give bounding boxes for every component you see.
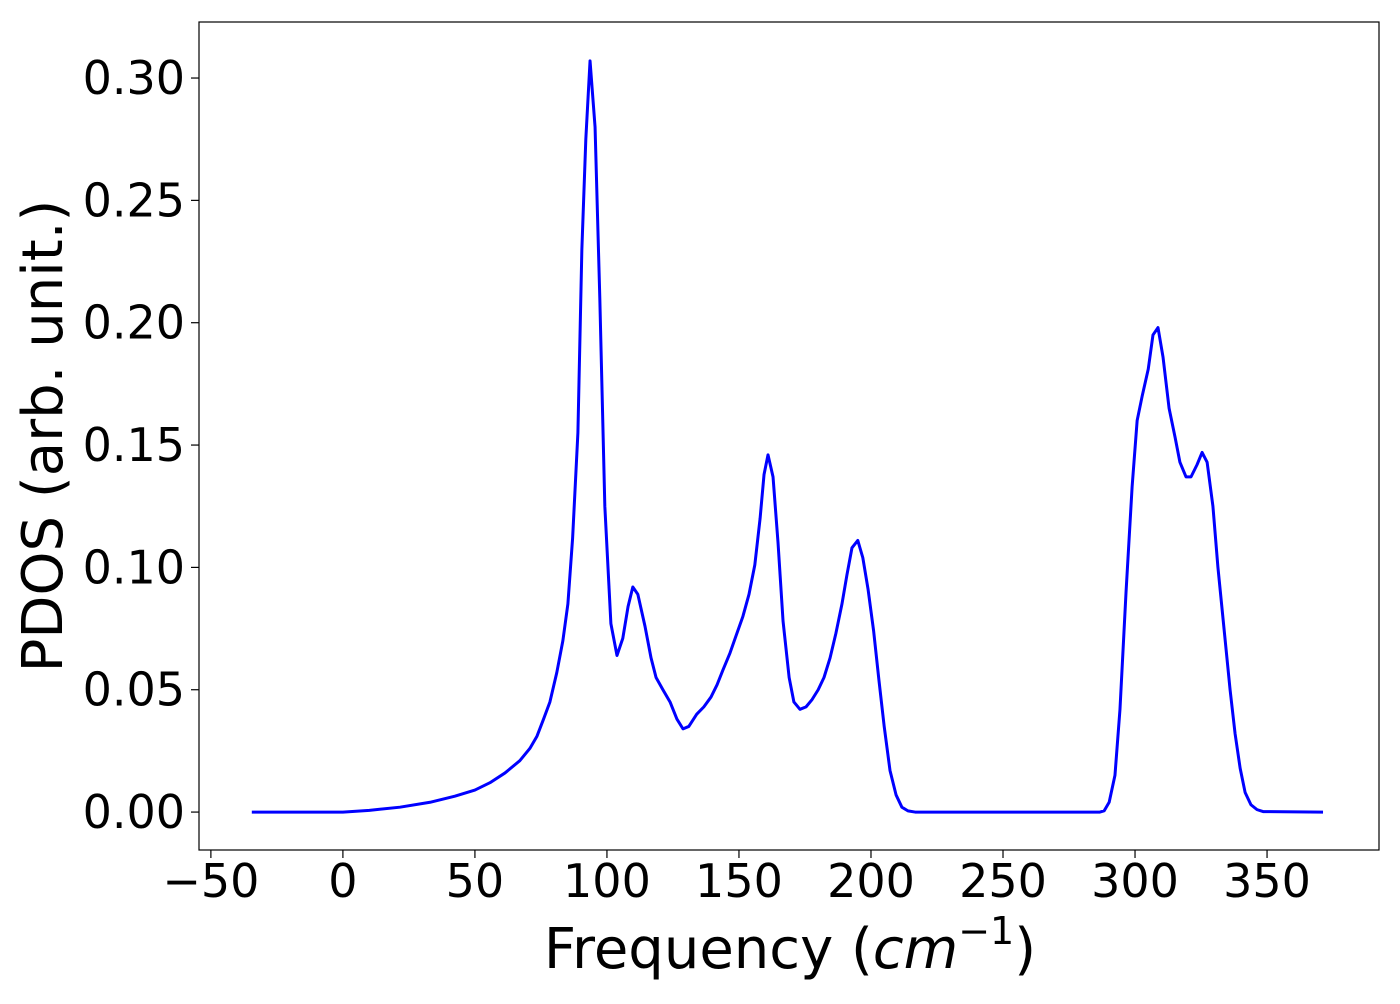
plot-frame [198,21,1380,851]
x-label-text: Frequency ( [544,917,873,982]
x-tick-label: 150 [695,854,783,908]
x-tick-label: 300 [1091,854,1179,908]
x-tick-label: 250 [959,854,1047,908]
y-tick-label: 0.00 [83,785,185,839]
x-tick-label: 50 [446,854,505,908]
x-tick-label: −50 [162,854,259,908]
data-line [251,59,1324,814]
y-tick-label: 0.10 [83,540,185,594]
x-tick-label: 0 [328,854,357,908]
x-tick-label: 350 [1223,854,1311,908]
y-axis-label: PDOS (arb. unit.) [11,200,76,673]
x-label-exponent: −1 [958,909,1014,953]
y-tick-label: 0.15 [83,418,185,472]
y-tick-label: 0.05 [83,663,185,717]
x-tick-label: 200 [827,854,915,908]
y-tick-label: 0.20 [83,296,185,350]
x-label-close: ) [1014,917,1036,982]
y-tick-label: 0.30 [83,51,185,105]
x-label-unit: cm [873,917,958,982]
x-tick-label: 100 [563,854,651,908]
x-axis-label: Frequency (cm−1) [544,909,1036,982]
y-tick-label: 0.25 [83,173,185,227]
